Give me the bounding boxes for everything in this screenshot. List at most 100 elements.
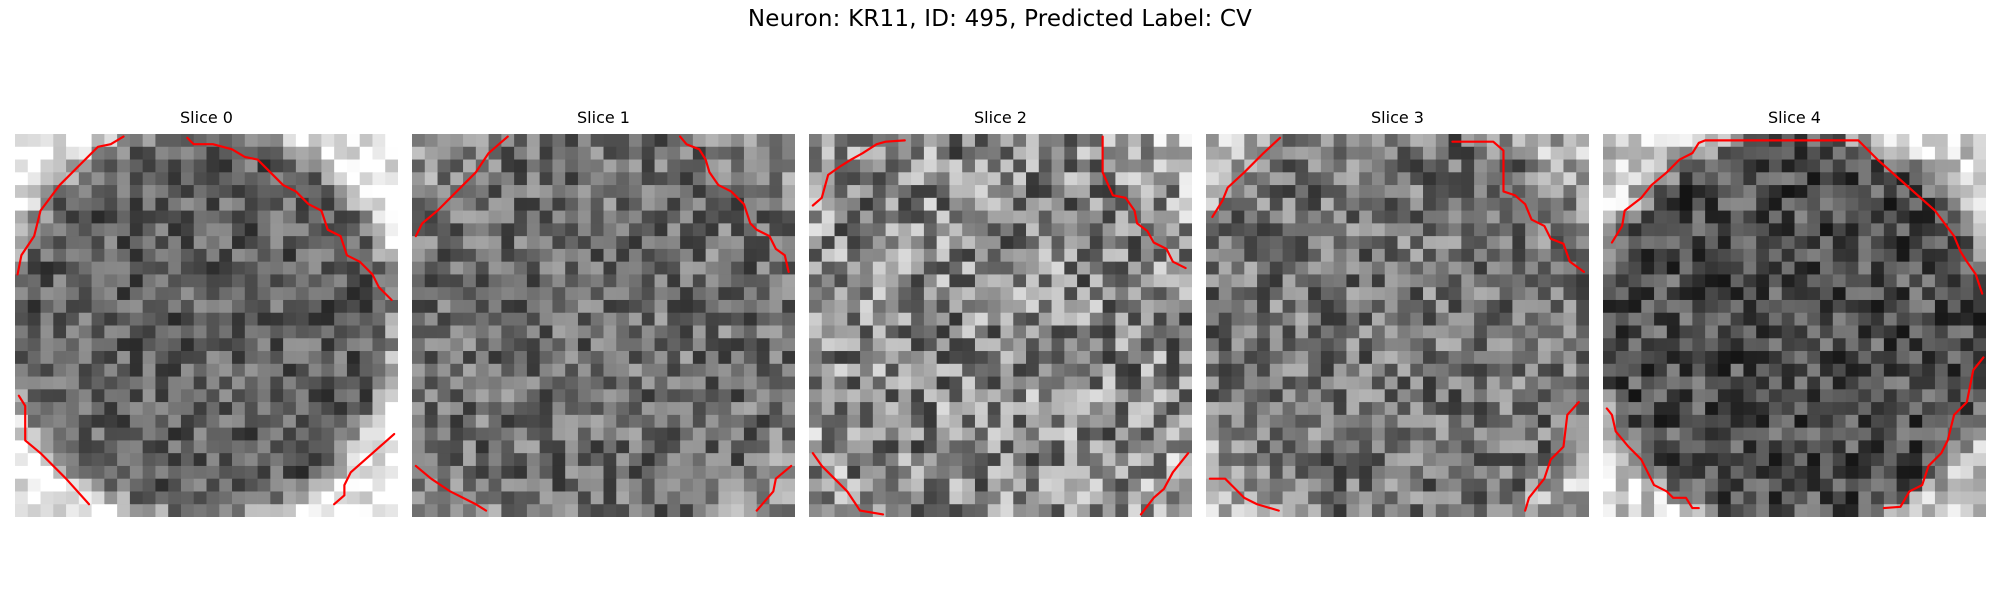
pixel bbox=[1153, 427, 1167, 441]
pixel bbox=[718, 402, 732, 416]
pixel bbox=[91, 453, 105, 467]
pixel bbox=[1896, 376, 1910, 390]
pixel bbox=[1666, 402, 1680, 416]
pixel bbox=[1474, 210, 1488, 224]
pixel bbox=[821, 134, 835, 148]
pixel bbox=[769, 248, 783, 263]
pixel bbox=[385, 274, 398, 288]
pixel bbox=[1768, 351, 1783, 365]
pixel bbox=[244, 185, 258, 199]
pixel bbox=[987, 210, 1001, 224]
pixel bbox=[1461, 414, 1475, 429]
pixel bbox=[1474, 351, 1488, 365]
pixel bbox=[1448, 274, 1462, 288]
pixel bbox=[219, 363, 233, 377]
pixel bbox=[654, 427, 668, 441]
pixel bbox=[104, 197, 118, 211]
pixel bbox=[1960, 197, 1974, 211]
pixel bbox=[1832, 312, 1846, 326]
pixel bbox=[244, 478, 258, 492]
pixel bbox=[321, 363, 335, 377]
pixel bbox=[680, 223, 694, 237]
pixel bbox=[1934, 172, 1949, 186]
pixel bbox=[705, 134, 719, 148]
pixel bbox=[769, 236, 783, 250]
pixel bbox=[1115, 504, 1129, 517]
pixel bbox=[692, 325, 707, 339]
pixel bbox=[680, 465, 694, 480]
pixel bbox=[1768, 287, 1783, 301]
pixel bbox=[1026, 312, 1040, 326]
pixel bbox=[1717, 197, 1732, 211]
pixel bbox=[1960, 299, 1974, 314]
pixel bbox=[987, 478, 1001, 492]
pixel bbox=[552, 134, 566, 148]
pixel bbox=[346, 261, 361, 275]
pixel bbox=[1615, 134, 1629, 148]
pixel bbox=[526, 414, 541, 429]
pixel bbox=[193, 236, 207, 250]
pixel bbox=[616, 299, 630, 314]
pixel bbox=[1871, 312, 1885, 326]
pixel bbox=[1166, 351, 1180, 365]
pixel bbox=[372, 427, 386, 441]
pixel bbox=[1346, 414, 1360, 429]
pixel bbox=[1231, 440, 1245, 454]
pixel bbox=[1883, 402, 1898, 416]
pixel bbox=[244, 491, 258, 505]
pixel bbox=[1896, 299, 1910, 314]
pixel bbox=[412, 159, 426, 173]
pixel bbox=[1628, 402, 1642, 416]
pixel bbox=[1512, 185, 1526, 199]
pixel bbox=[1206, 465, 1220, 480]
pixel bbox=[308, 236, 322, 250]
pixel bbox=[1705, 440, 1719, 454]
pixel bbox=[283, 261, 297, 275]
pixel bbox=[1883, 351, 1898, 365]
pixel bbox=[731, 427, 745, 441]
pixel bbox=[1077, 414, 1091, 429]
pixel bbox=[834, 274, 848, 288]
pixel bbox=[1153, 299, 1167, 314]
pixel bbox=[295, 312, 310, 326]
pixel bbox=[1934, 427, 1949, 441]
pixel bbox=[1333, 376, 1347, 390]
pixel bbox=[1883, 389, 1898, 403]
pixel bbox=[321, 440, 335, 454]
pixel bbox=[1397, 185, 1411, 199]
pixel bbox=[1333, 389, 1347, 403]
pixel bbox=[1947, 134, 1961, 148]
pixel bbox=[769, 210, 783, 224]
pixel bbox=[283, 389, 297, 403]
pixel bbox=[1845, 504, 1859, 517]
pixel bbox=[1384, 338, 1398, 352]
pixel bbox=[1013, 261, 1027, 275]
pixel bbox=[1384, 312, 1398, 326]
pixel bbox=[1410, 287, 1424, 301]
pixel bbox=[603, 402, 617, 416]
pixel bbox=[168, 376, 182, 390]
pixel bbox=[1371, 363, 1386, 377]
pixel bbox=[450, 351, 464, 365]
pixel bbox=[962, 478, 976, 492]
pixel bbox=[1308, 261, 1322, 275]
pixel bbox=[1410, 223, 1424, 237]
pixel bbox=[1756, 197, 1770, 211]
pixel bbox=[1730, 440, 1744, 454]
pixel bbox=[629, 210, 643, 224]
pixel bbox=[1960, 312, 1974, 326]
pixel bbox=[1179, 453, 1192, 467]
pixel bbox=[1089, 504, 1104, 517]
pixel bbox=[501, 440, 515, 454]
pixel bbox=[308, 376, 322, 390]
pixel bbox=[1423, 491, 1437, 505]
pixel bbox=[346, 427, 361, 441]
pixel bbox=[1845, 159, 1859, 173]
pixel bbox=[219, 389, 233, 403]
pixel bbox=[501, 363, 515, 377]
pixel bbox=[475, 261, 489, 275]
pixel bbox=[616, 440, 630, 454]
pixel bbox=[847, 299, 861, 314]
pixel bbox=[283, 376, 297, 390]
pixel bbox=[334, 146, 348, 160]
